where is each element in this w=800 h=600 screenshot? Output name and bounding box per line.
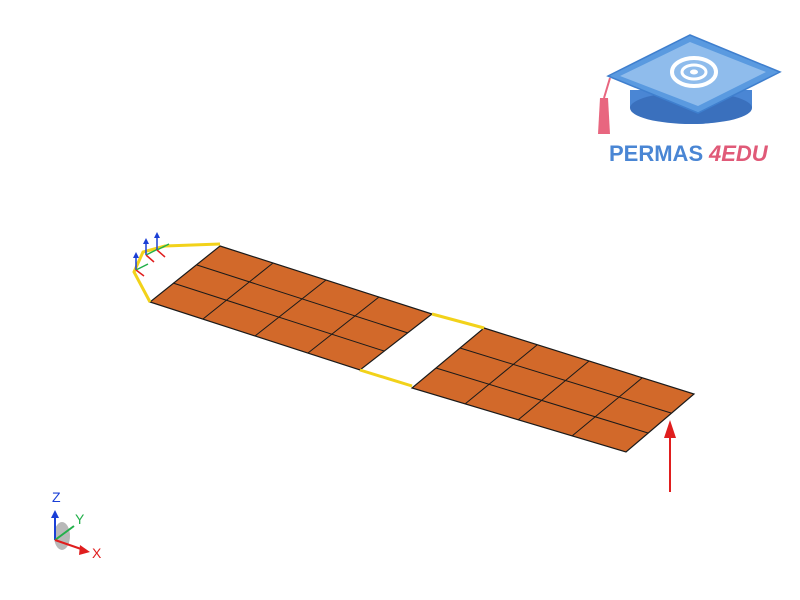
- fixed-support-icon: [133, 232, 170, 277]
- logo-brand-main: PERMAS: [609, 141, 703, 166]
- axis-label-x: X: [92, 545, 102, 561]
- beam-elements[interactable]: [132, 242, 485, 388]
- force-arrow-icon[interactable]: [664, 420, 676, 492]
- graduation-cap-icon: [598, 34, 782, 134]
- shell-panel-left[interactable]: [148, 245, 434, 371]
- logo-brand-accent: 4EDU: [708, 141, 769, 166]
- axis-label-z: Z: [52, 489, 61, 505]
- permas4edu-logo: PERMAS 4EDU: [598, 34, 782, 166]
- fe-model[interactable]: [132, 232, 696, 492]
- shell-panel-right[interactable]: [410, 327, 696, 453]
- axis-label-y: Y: [75, 511, 85, 527]
- coordinate-triad: Z Y X: [51, 489, 102, 561]
